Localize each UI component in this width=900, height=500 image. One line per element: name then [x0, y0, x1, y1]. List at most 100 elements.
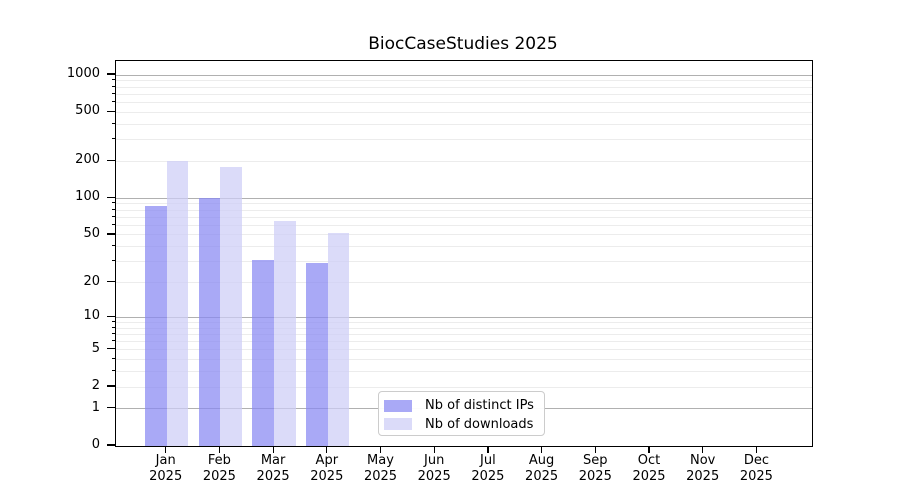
x-tick-label-mar: Mar 2025: [256, 453, 290, 484]
x-tick-mark-feb: [218, 446, 221, 453]
y-minor-tick-mark-60: [112, 223, 115, 225]
y-minor-tick-mark-40: [112, 245, 115, 247]
x-tick-label-feb: Feb 2025: [202, 453, 236, 484]
bar-jan-distinct-ips: [145, 205, 167, 446]
gridline-y-5: [116, 349, 812, 351]
y-tick-mark-1: [107, 407, 115, 409]
x-tick-mark-jan: [165, 446, 167, 453]
gridline-y-50: [116, 234, 812, 236]
legend-item-downloads: Nb of downloads: [384, 415, 538, 433]
x-tick-mark-may: [379, 446, 382, 453]
legend-item-distinct-ips: Nb of distinct IPs: [384, 397, 538, 415]
legend-swatch-distinct-ips-icon: [384, 399, 412, 412]
x-tick-mark-sep: [594, 446, 596, 453]
x-tick-mark-nov: [702, 446, 704, 453]
y-minor-tick-mark-70: [112, 215, 115, 217]
legend-label-downloads: Nb of downloads: [425, 416, 534, 432]
y-minor-tick-mark-800: [112, 85, 115, 87]
gridline-y-200: [116, 160, 812, 162]
gridline-y-80: [116, 209, 812, 211]
x-tick-label-may: May 2025: [363, 453, 398, 484]
y-minor-tick-mark-400: [112, 122, 115, 124]
gridline-y-2: [116, 386, 812, 388]
x-tick-mark-jul: [487, 446, 489, 453]
gridline-y-1000: [116, 74, 812, 76]
y-tick-label-50: 50: [83, 225, 100, 241]
legend-swatch-downloads-icon: [384, 418, 412, 430]
y-tick-label-0: 0: [91, 437, 100, 452]
y-tick-mark-500: [107, 110, 115, 112]
y-tick-label-200: 200: [75, 152, 100, 168]
y-tick-label-5: 5: [91, 340, 100, 356]
x-tick-mark-aug: [541, 446, 543, 453]
y-minor-tick-mark-4: [112, 358, 115, 360]
y-tick-label-20: 20: [83, 273, 100, 289]
bar-apr-downloads: [327, 232, 350, 446]
gridline-y-60: [116, 224, 812, 226]
y-tick-label-100: 100: [75, 189, 100, 205]
legend-label-distinct-ips: Nb of distinct IPs: [425, 398, 534, 413]
bar-apr-distinct-ips: [306, 263, 328, 446]
y-tick-mark-2: [107, 385, 115, 387]
chart-title: BiocCaseStudies 2025: [368, 34, 558, 54]
y-tick-mark-5: [107, 348, 115, 350]
bar-feb-distinct-ips: [198, 198, 221, 446]
bar-jan-downloads: [166, 161, 189, 446]
x-tick-mark-dec: [755, 446, 758, 453]
gridline-y-6: [116, 341, 812, 343]
gridline-y-700: [116, 93, 812, 95]
gridline-y-3: [116, 371, 812, 373]
y-minor-tick-mark-7: [112, 332, 115, 334]
y-minor-tick-mark-6: [112, 340, 115, 342]
y-minor-tick-mark-300: [112, 138, 115, 140]
gridline-y-100: [116, 197, 812, 199]
x-tick-label-sep: Sep 2025: [578, 453, 612, 484]
gridline-y-4: [116, 359, 812, 361]
gridline-y-30: [116, 261, 812, 263]
y-tick-label-2: 2: [91, 378, 100, 394]
gridline-y-600: [116, 101, 812, 103]
y-minor-tick-mark-600: [112, 100, 115, 102]
gridline-y-900: [116, 80, 812, 82]
bar-mar-downloads: [274, 221, 296, 446]
y-tick-label-1: 1: [91, 399, 100, 415]
x-tick-mark-oct: [648, 446, 650, 453]
y-tick-mark-100: [107, 196, 115, 198]
y-tick-mark-0: [107, 444, 115, 446]
y-tick-label-1000: 1000: [66, 66, 100, 82]
x-tick-label-jun: Jun 2025: [417, 453, 451, 484]
bar-mar-distinct-ips: [252, 259, 275, 446]
x-tick-mark-apr: [326, 446, 328, 453]
legend: Nb of distinct IPs Nb of downloads: [378, 391, 545, 436]
y-minor-tick-mark-30: [112, 260, 115, 262]
y-minor-tick-mark-3: [112, 370, 115, 372]
y-minor-tick-mark-700: [112, 92, 115, 94]
x-tick-label-dec: Dec 2025: [739, 453, 773, 484]
gridline-y-400: [116, 123, 812, 125]
x-tick-label-aug: Aug 2025: [525, 453, 559, 484]
y-minor-tick-mark-90: [112, 202, 115, 204]
gridline-y-500: [116, 111, 812, 113]
y-minor-tick-mark-8: [112, 326, 115, 328]
x-tick-mark-jun: [433, 446, 435, 453]
gridline-y-800: [116, 86, 812, 88]
y-tick-label-10: 10: [83, 308, 100, 324]
gridline-y-90: [116, 203, 812, 205]
y-minor-tick-mark-900: [112, 79, 115, 81]
x-tick-label-jul: Jul 2025: [471, 453, 505, 484]
gridline-y-300: [116, 139, 812, 141]
y-tick-mark-1000: [107, 73, 115, 75]
bar-feb-downloads: [220, 166, 243, 446]
gridline-y-40: [116, 246, 812, 248]
gridline-y-8: [116, 327, 812, 329]
y-tick-mark-200: [107, 159, 115, 161]
x-tick-label-jan: Jan 2025: [149, 453, 183, 484]
x-tick-mark-mar: [272, 446, 274, 453]
y-tick-mark-50: [107, 233, 115, 235]
y-tick-mark-20: [107, 280, 115, 283]
x-tick-label-apr: Apr 2025: [310, 453, 344, 484]
x-tick-label-oct: Oct 2025: [632, 453, 666, 484]
y-tick-label-500: 500: [75, 103, 100, 119]
y-minor-tick-mark-80: [112, 208, 115, 210]
